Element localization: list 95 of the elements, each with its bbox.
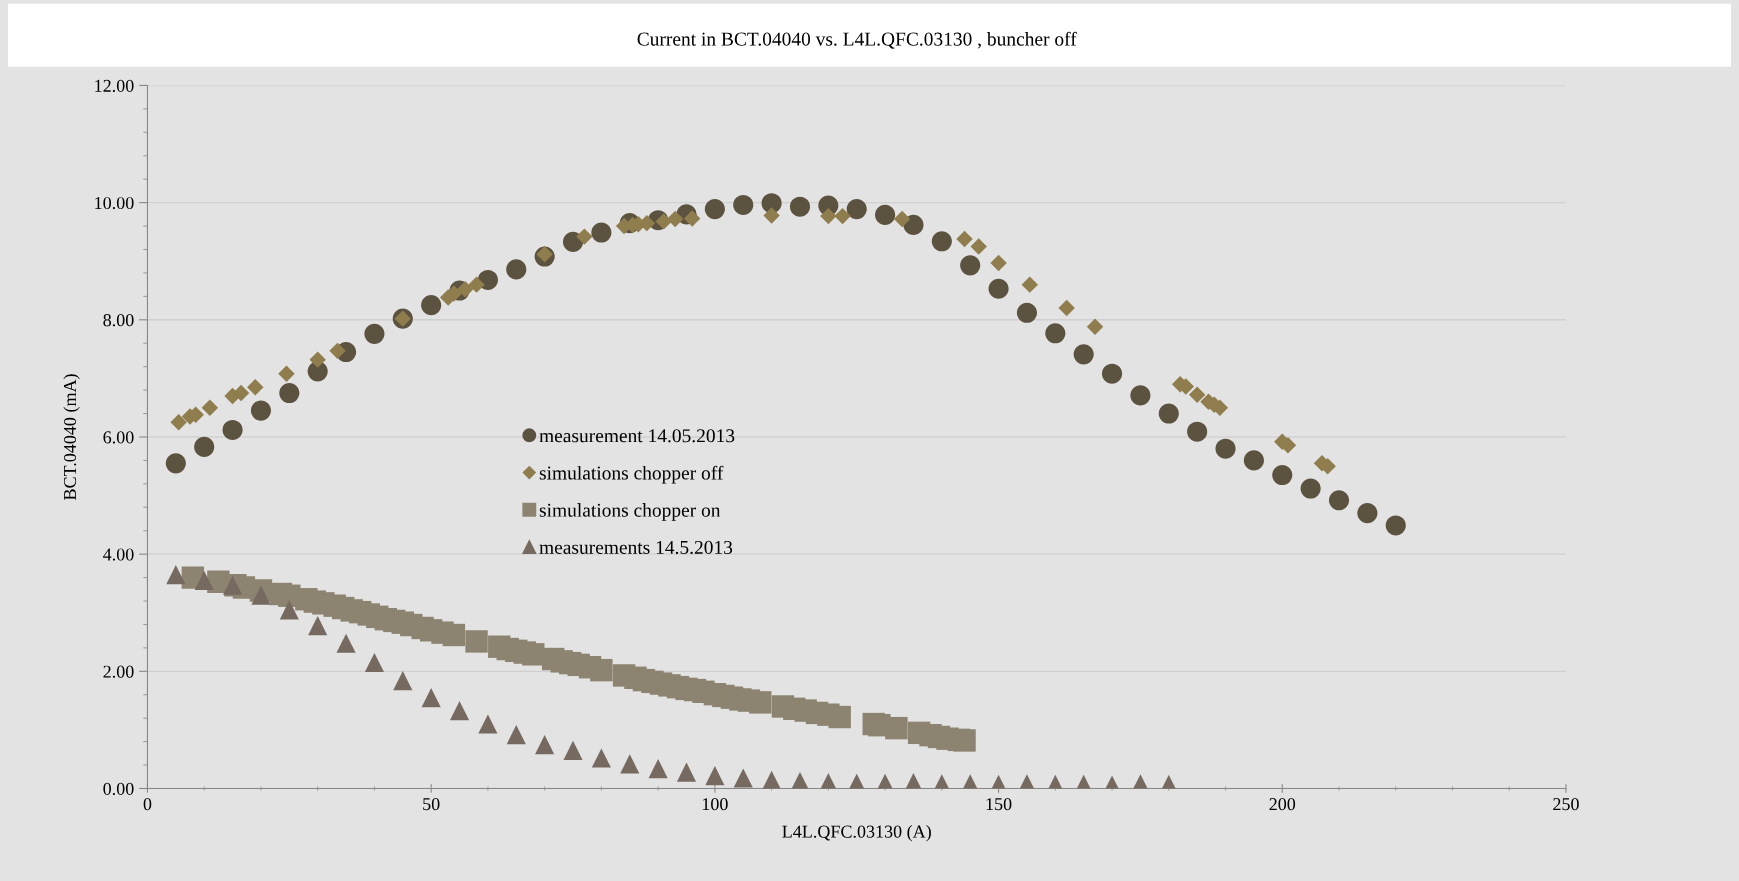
- point: [478, 714, 498, 734]
- point: [329, 342, 346, 360]
- point: [506, 725, 526, 745]
- point: [733, 768, 753, 788]
- point: [223, 575, 243, 595]
- point: [990, 254, 1007, 272]
- point: [591, 748, 611, 768]
- point: [201, 399, 219, 416]
- point: [535, 734, 555, 755]
- point: [956, 230, 973, 248]
- point: [1188, 386, 1206, 404]
- point: [1130, 385, 1151, 406]
- point: [733, 194, 754, 216]
- point: [1101, 363, 1123, 384]
- point: [931, 231, 952, 252]
- point: [1385, 515, 1406, 536]
- point: [820, 207, 837, 225]
- point: [247, 378, 264, 396]
- point: [364, 323, 385, 344]
- point: [704, 199, 725, 220]
- point: [1328, 490, 1350, 511]
- point: [988, 278, 1009, 299]
- point: [591, 222, 612, 243]
- point: [834, 207, 851, 225]
- x-tick-label: 150: [986, 798, 1012, 811]
- point: [1357, 503, 1378, 524]
- point: [1158, 403, 1179, 424]
- y-tick-label: 0.00: [103, 782, 134, 796]
- point: [705, 766, 725, 786]
- x-tick-label: 200: [1269, 798, 1296, 811]
- y-tick-label: 2.00: [103, 665, 134, 678]
- point: [1058, 299, 1075, 317]
- point: [250, 400, 272, 421]
- point: [308, 616, 328, 636]
- point: [194, 436, 215, 457]
- point: [683, 210, 701, 227]
- y-tick-label: 8.00: [103, 314, 134, 327]
- point: [563, 740, 583, 760]
- point: [278, 365, 295, 382]
- point: [1215, 438, 1236, 459]
- point: [1187, 421, 1208, 442]
- point: [655, 213, 673, 230]
- point: [279, 600, 299, 620]
- point: [279, 382, 300, 404]
- y-tick-label: 6.00: [103, 431, 134, 444]
- point: [364, 652, 384, 673]
- point: [620, 754, 640, 774]
- point: [251, 585, 271, 605]
- point: [1243, 450, 1264, 471]
- point: [1073, 344, 1094, 365]
- point: [421, 688, 441, 708]
- point: [393, 671, 413, 691]
- x-axis-title: L4L.QFC.03130 (A): [782, 825, 931, 842]
- point: [170, 414, 187, 431]
- point: [468, 276, 485, 293]
- x-tick-label: 250: [1553, 798, 1579, 811]
- point: [676, 762, 697, 782]
- y-tick-label: 12.00: [95, 79, 134, 92]
- point: [165, 453, 186, 474]
- point: [666, 210, 684, 228]
- point: [970, 238, 987, 255]
- point: [1021, 276, 1038, 293]
- point: [1300, 478, 1321, 499]
- point: [222, 419, 243, 441]
- legend-label: simulations chopper off: [539, 465, 724, 484]
- point: [789, 196, 811, 217]
- point: [506, 259, 527, 280]
- y-tick-label: 10.00: [95, 196, 134, 210]
- point: [1045, 323, 1066, 344]
- point: [1272, 464, 1293, 486]
- point: [309, 351, 326, 368]
- point: [194, 570, 214, 591]
- point: [166, 565, 186, 585]
- point: [893, 210, 911, 228]
- point: [421, 295, 442, 316]
- point: [1016, 302, 1037, 323]
- point: [336, 633, 356, 653]
- point: [648, 759, 668, 779]
- point: [456, 281, 474, 298]
- y-axis-title: BCT.04040 (mA): [63, 374, 80, 500]
- x-tick-label: 0: [143, 798, 152, 811]
- legend-label: simulations chopper on: [539, 503, 721, 521]
- point: [576, 228, 593, 245]
- point: [449, 701, 470, 721]
- chart-title: Current in BCT.04040 vs. L4L.QFC.03130 , buncher off: [637, 31, 1077, 49]
- legend-label: measurement 14.05.2013: [539, 429, 735, 443]
- x-tick-label: 50: [423, 798, 440, 811]
- point: [846, 199, 867, 220]
- point: [875, 204, 896, 225]
- point: [1086, 318, 1104, 336]
- point: [960, 255, 981, 276]
- y-tick-label: 4.00: [103, 548, 134, 561]
- x-tick-label: 100: [702, 798, 728, 811]
- legend-label: measurements 14.5.2013: [539, 540, 733, 555]
- point: [763, 207, 780, 224]
